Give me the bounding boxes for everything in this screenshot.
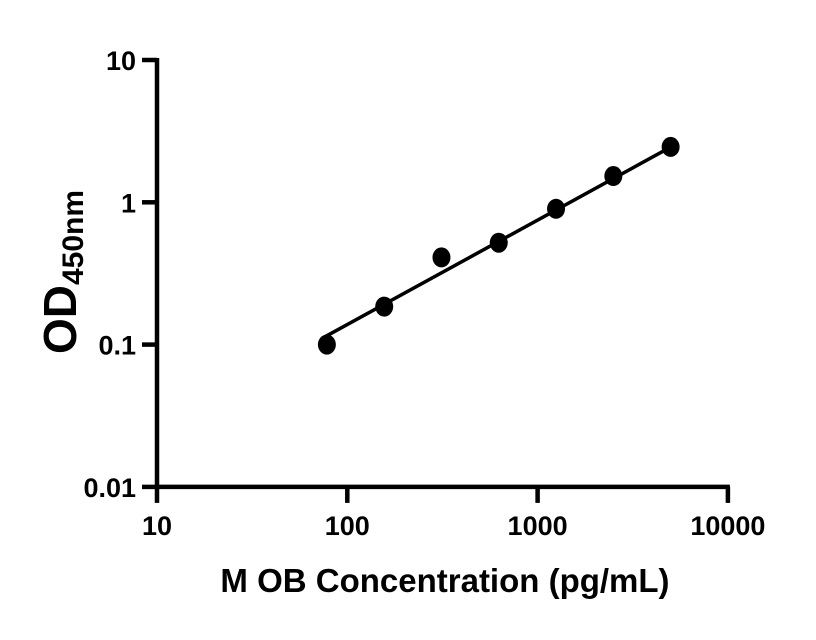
data-point (489, 232, 508, 253)
x-tick-label: 10 (142, 511, 172, 541)
y-tick-label: 0.01 (83, 473, 136, 503)
data-point (661, 136, 680, 157)
y-axis-title-subscript: 450nm (57, 189, 90, 286)
data-point (375, 296, 394, 317)
data-point (547, 198, 566, 219)
y-tick-label: 0.1 (98, 331, 136, 361)
y-tick-label: 1 (121, 188, 136, 218)
x-axis-title: M OB Concentration (pg/mL) (220, 562, 670, 599)
data-point (432, 247, 451, 268)
y-tick-label: 10 (106, 46, 136, 76)
x-tick-label: 1000 (508, 511, 568, 541)
y-axis-title-main: OD (34, 285, 86, 355)
data-point (317, 334, 336, 355)
x-tick-label: 10000 (690, 511, 765, 541)
data-point (604, 166, 623, 187)
x-tick-label: 100 (325, 511, 370, 541)
y-axis-title: OD450nm (33, 189, 90, 355)
